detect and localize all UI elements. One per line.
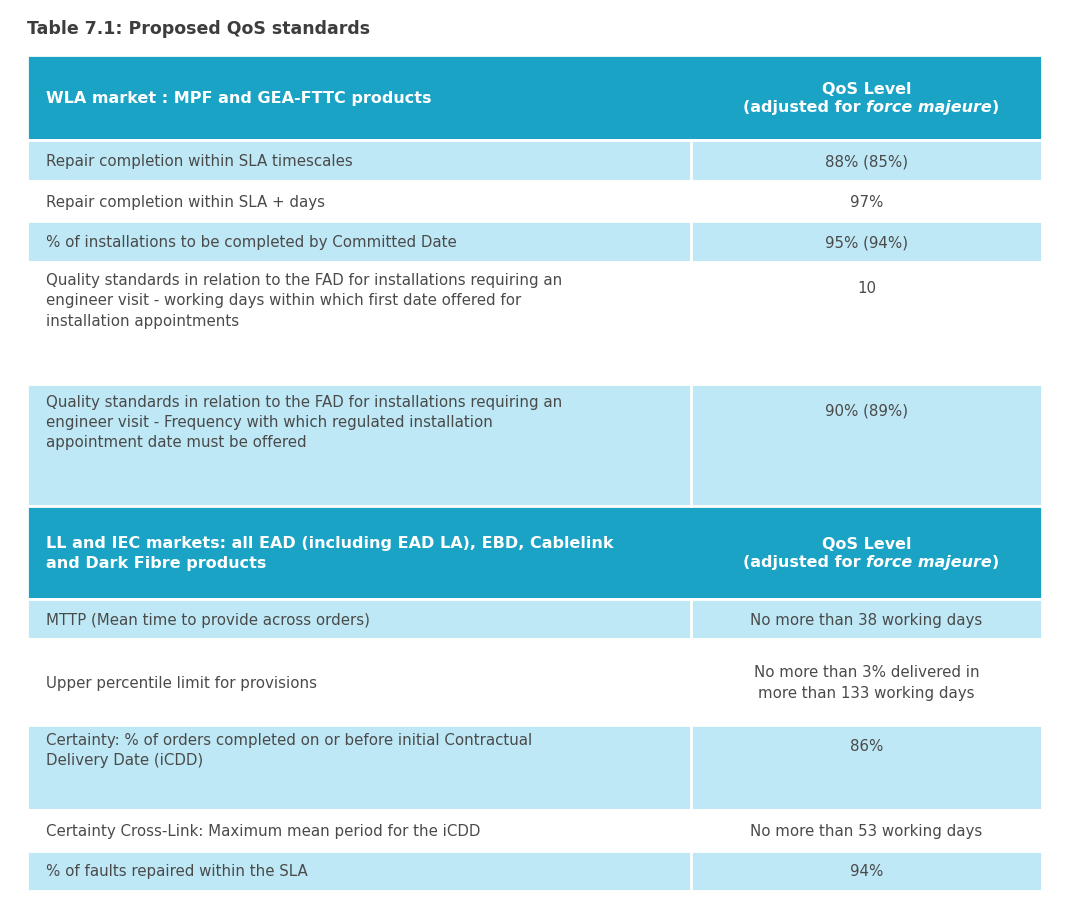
Bar (27, 141, 1042, 181)
Bar (27, 640, 1042, 725)
Bar (27, 725, 1042, 810)
Bar (27, 506, 1042, 599)
Text: Certainty Cross-Link: Maximum mean period for the iCDD: Certainty Cross-Link: Maximum mean perio… (46, 823, 480, 838)
Bar (27, 384, 1042, 506)
Bar (27, 181, 1042, 222)
Text: 10: 10 (857, 281, 876, 296)
Text: 90% (89%): 90% (89%) (825, 402, 908, 418)
Text: QoS Level: QoS Level (822, 82, 912, 97)
Text: force majeure: force majeure (867, 100, 993, 115)
Text: Certainty: % of orders completed on or before initial Contractual
Delivery Date : Certainty: % of orders completed on or b… (46, 732, 532, 767)
Text: 86%: 86% (850, 738, 883, 752)
Text: Table 7.1: Proposed QoS standards: Table 7.1: Proposed QoS standards (27, 20, 370, 38)
Text: No more than 38 working days: No more than 38 working days (751, 612, 983, 627)
Bar (27, 56, 1042, 141)
Text: % of installations to be completed by Committed Date: % of installations to be completed by Co… (46, 235, 457, 250)
Bar (27, 851, 1042, 891)
Text: Quality standards in relation to the FAD for installations requiring an
engineer: Quality standards in relation to the FAD… (46, 394, 562, 450)
Text: 95% (94%): 95% (94%) (825, 235, 908, 250)
Text: Repair completion within SLA + days: Repair completion within SLA + days (46, 195, 325, 209)
Bar (27, 262, 1042, 384)
Bar (27, 810, 1042, 851)
Text: Upper percentile limit for provisions: Upper percentile limit for provisions (46, 675, 316, 690)
Text: (adjusted for: (adjusted for (743, 554, 867, 569)
Text: Quality standards in relation to the FAD for installations requiring an
engineer: Quality standards in relation to the FAD… (46, 272, 562, 328)
Bar (27, 222, 1042, 262)
Text: No more than 53 working days: No more than 53 working days (751, 823, 983, 838)
Text: 97%: 97% (850, 195, 883, 209)
Text: 88% (85%): 88% (85%) (825, 154, 908, 169)
Text: Repair completion within SLA timescales: Repair completion within SLA timescales (46, 154, 353, 169)
Text: No more than 3% delivered in
more than 133 working days: No more than 3% delivered in more than 1… (754, 665, 980, 700)
Text: force majeure: force majeure (867, 554, 993, 569)
Text: ): ) (993, 554, 999, 569)
Text: QoS Level: QoS Level (822, 536, 912, 551)
Text: WLA market : MPF and GEA-FTTC products: WLA market : MPF and GEA-FTTC products (46, 91, 431, 106)
Text: LL and IEC markets: all EAD (including EAD LA), EBD, Cablelink
and Dark Fibre pr: LL and IEC markets: all EAD (including E… (46, 535, 613, 570)
Text: ): ) (993, 100, 999, 115)
Text: (adjusted for: (adjusted for (743, 100, 867, 115)
Bar (27, 599, 1042, 640)
Text: % of faults repaired within the SLA: % of faults repaired within the SLA (46, 863, 308, 879)
Text: 94%: 94% (850, 863, 883, 879)
Text: MTTP (Mean time to provide across orders): MTTP (Mean time to provide across orders… (46, 612, 370, 627)
